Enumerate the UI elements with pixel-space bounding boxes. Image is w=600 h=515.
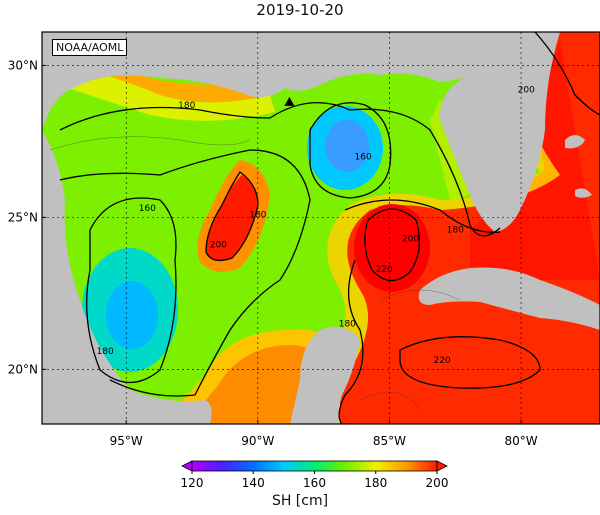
contour-180-mid [59,149,311,397]
contour-180-south [338,259,364,424]
lon-tick-label: 80°W [504,434,537,448]
contour-200-eddy [205,171,259,262]
colorbar-under-triangle [181,460,193,472]
colorbar-ticks: 120 140 160 180 200 [181,471,449,490]
map-date-title: 2019-10-20 [256,1,344,19]
contour-label: 180 [178,101,195,111]
map-frame [41,31,600,425]
contour-180-north [59,101,501,237]
colorbar-gradient [191,460,438,472]
contour-label: 180 [447,226,464,236]
station-marker-triangle [284,96,295,106]
colorbar-label: SH [cm] [271,493,329,509]
contour-160-east-eddy [309,102,392,199]
lon-tick-label: 85°W [373,434,406,448]
contour-220-south [399,336,541,389]
contour-label: 200 [402,235,419,245]
colorbar-tick-label: 160 [303,476,326,490]
contour-labels: 180 160 160 180 200 180 200 220 180 180 220 200 [97,86,536,366]
contour-200-atlantic [534,32,600,116]
contour-label: 180 [339,320,356,330]
contour-160-west [86,197,177,383]
lat-tick-label: 25°N [8,210,38,224]
lat-tick-label: 30°N [8,58,38,72]
credit-badge: NOAA/AOML [52,39,128,56]
lat-tick-label: 20°N [8,362,38,376]
lon-tick-label: 95°W [110,434,143,448]
contour-label: 220 [376,265,393,275]
colorbar-tick-label: 180 [364,476,387,490]
colorbar-over-triangle [436,460,448,472]
colorbar-tick-label: 120 [181,476,204,490]
land [42,32,600,424]
lon-tick-label: 90°W [241,434,274,448]
contour-label: 180 [249,210,266,220]
contour-label: 220 [433,356,450,366]
contour-label: 200 [210,241,227,251]
colorbar: 120 140 160 180 200 [181,460,449,490]
axis-labels: 30°N 25°N 20°N 95°W 90°W 85°W 80°W [8,58,538,448]
colorbar-tick-label: 140 [242,476,265,490]
graticule [42,32,600,424]
colorbar-tick-label: 200 [426,476,449,490]
contour-faint [49,136,461,411]
contour-label: 200 [518,86,535,96]
marker-layer [284,96,295,106]
contour-label: 160 [139,204,156,214]
contour-200-loop [364,208,421,282]
contour-180-loop [344,199,501,233]
contour-label: 180 [97,347,114,357]
contours [49,32,600,424]
contour-label: 160 [355,153,372,163]
